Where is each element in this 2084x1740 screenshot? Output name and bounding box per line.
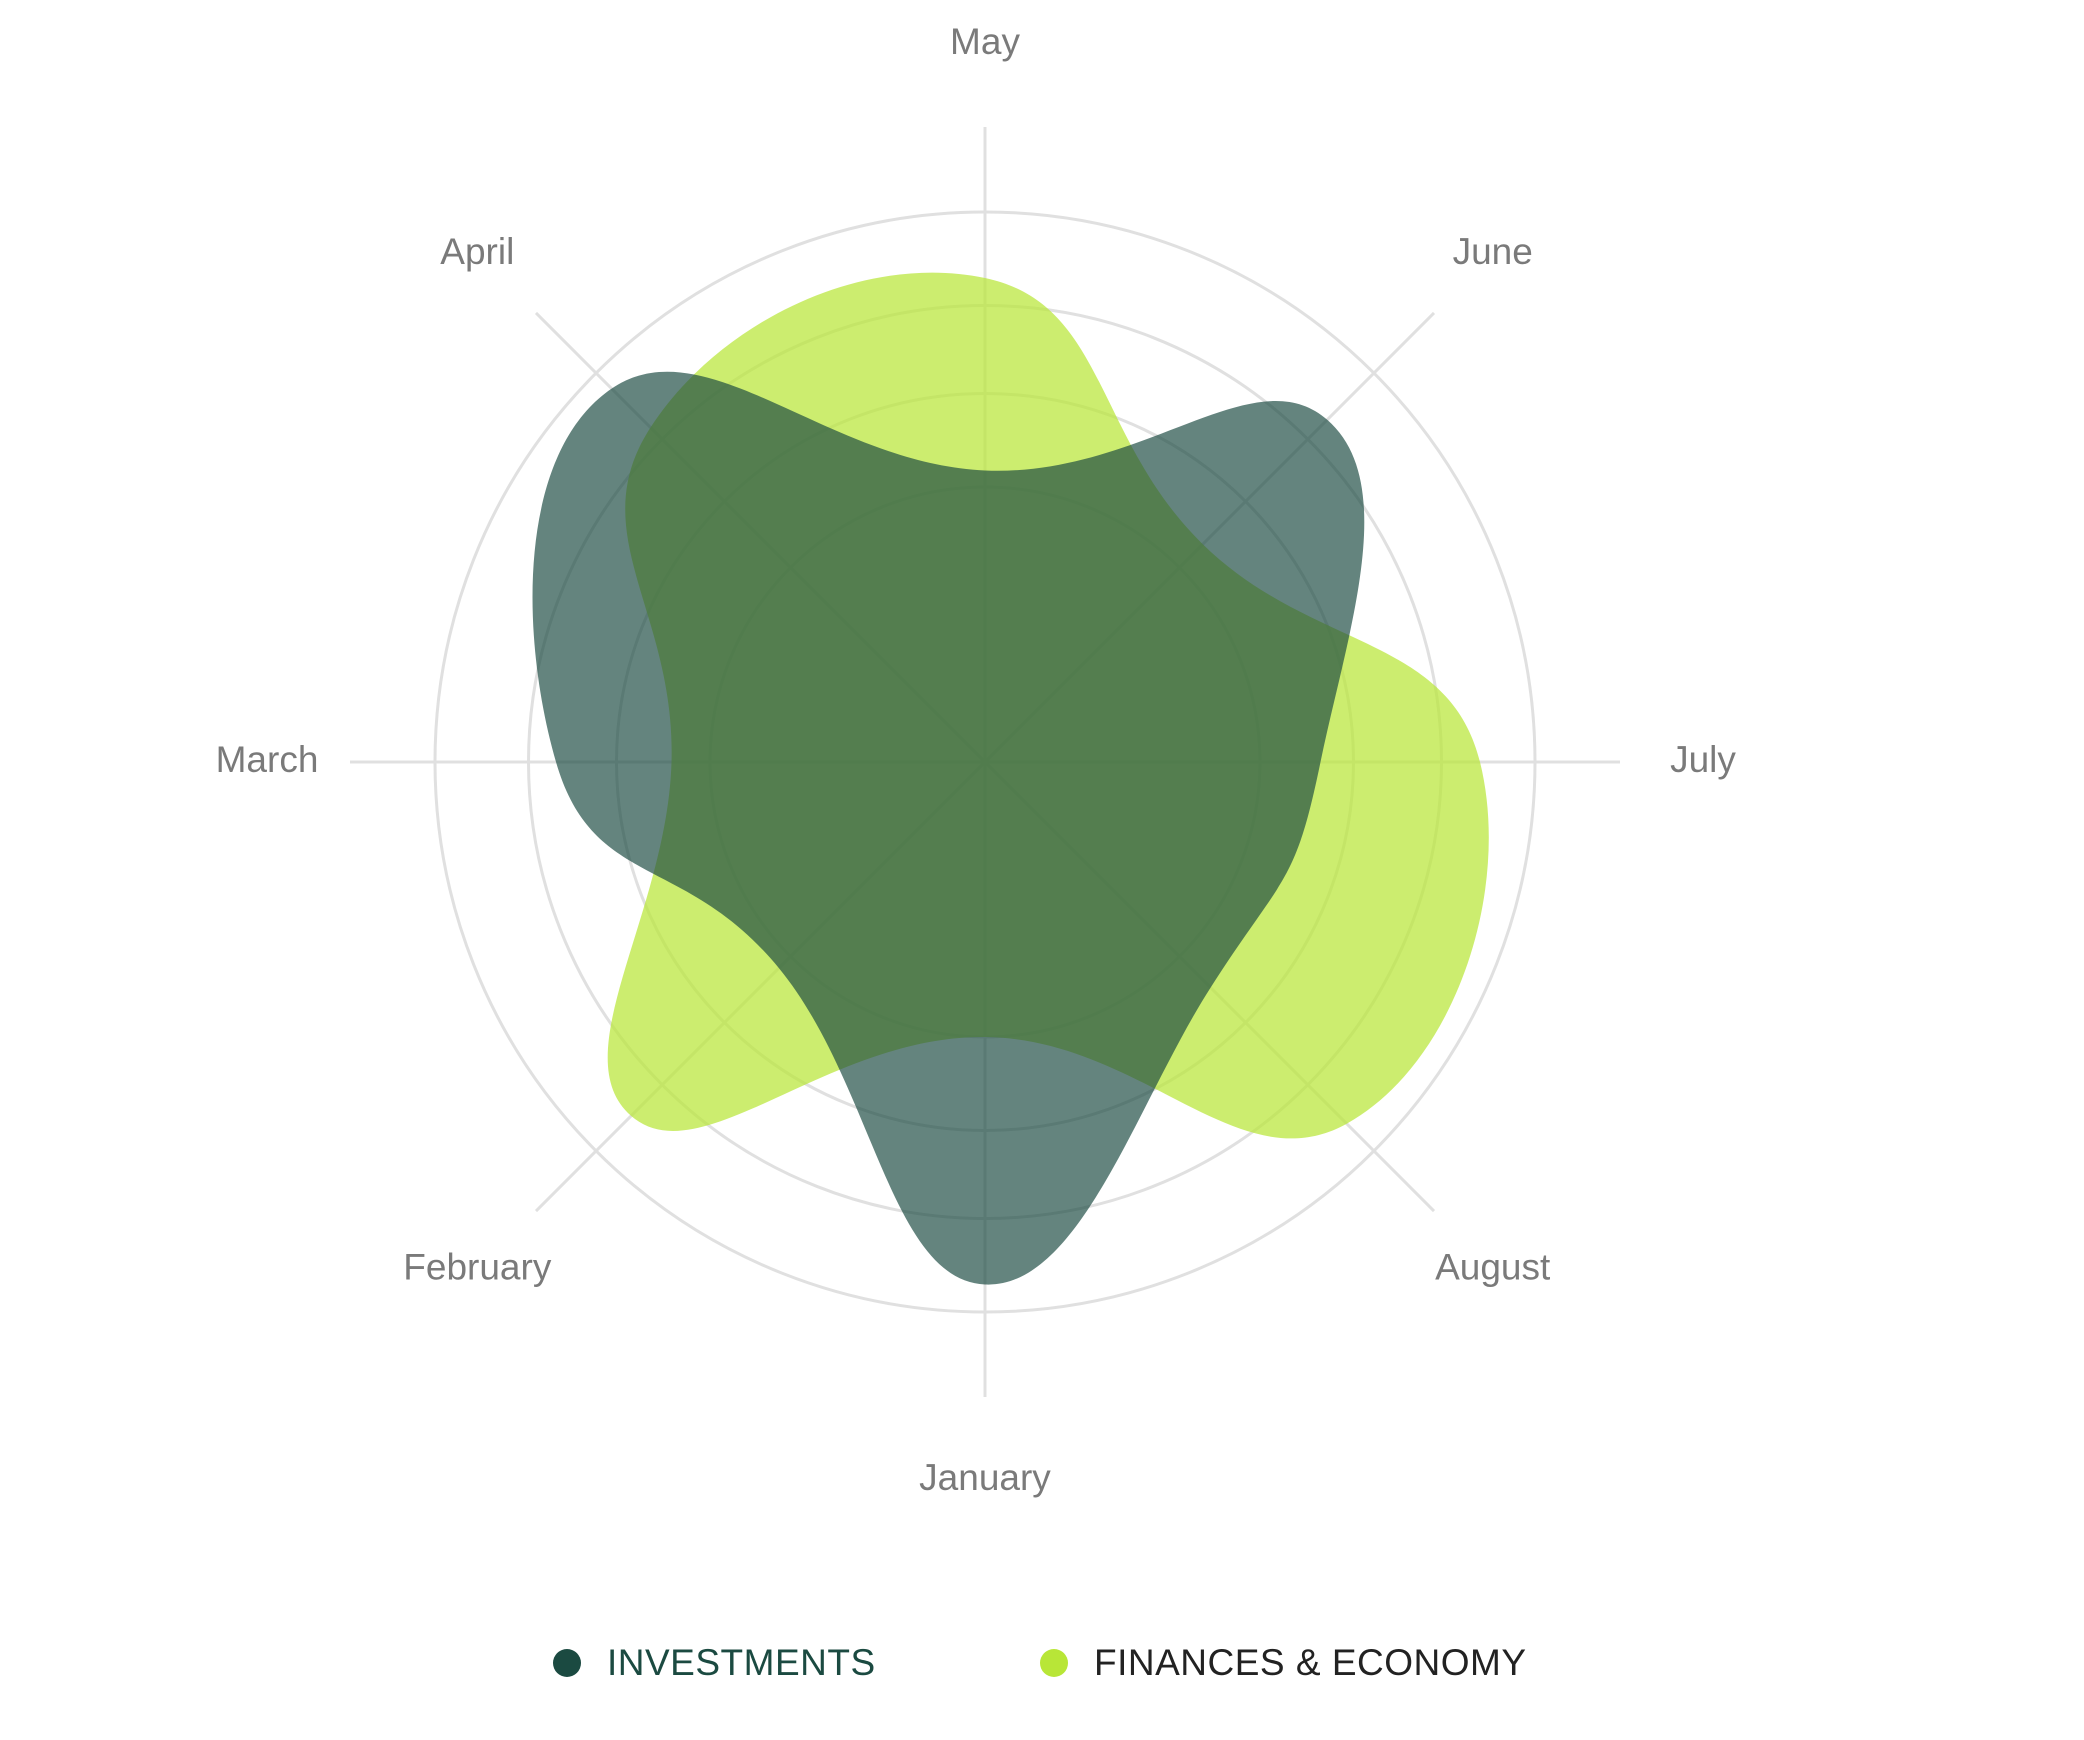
legend-label-investments: INVESTMENTS	[607, 1642, 876, 1683]
axis-label-may: May	[950, 21, 1020, 62]
chart-legend: INVESTMENTS FINANCES & ECONOMY	[0, 1628, 2084, 1698]
axis-label-february: February	[403, 1246, 552, 1287]
data-point-0-july[interactable]	[1315, 756, 1327, 768]
axis-label-january: January	[919, 1457, 1051, 1498]
data-point-1-august[interactable]	[1341, 1118, 1353, 1130]
legend-item-investments[interactable]: INVESTMENTS	[553, 1628, 876, 1698]
data-point-1-february[interactable]	[625, 1110, 637, 1122]
legend-label-finances-economy: FINANCES & ECONOMY	[1094, 1642, 1527, 1683]
data-point-1-july[interactable]	[1474, 756, 1486, 768]
axis-label-july: July	[1670, 739, 1736, 780]
data-point-1-may[interactable]	[979, 272, 991, 284]
data-point-0-august[interactable]	[1205, 982, 1217, 994]
data-point-0-june[interactable]	[1321, 414, 1333, 426]
legend-item-finances-economy[interactable]: FINANCES & ECONOMY	[1040, 1628, 1527, 1698]
axis-labels: January February March April May June July Augu…	[216, 21, 1737, 1498]
axis-label-august: August	[1435, 1246, 1551, 1287]
series-area-investments[interactable]	[532, 371, 1365, 1285]
legend-swatch-finances-economy	[1040, 1649, 1068, 1677]
axis-label-april: April	[440, 231, 514, 272]
data-point-0-march[interactable]	[550, 756, 562, 768]
radar-series	[532, 272, 1489, 1291]
data-point-0-january[interactable]	[979, 1279, 991, 1291]
legend-swatch-investments	[553, 1649, 581, 1677]
data-point-0-may[interactable]	[979, 465, 991, 477]
axis-label-june: June	[1453, 231, 1533, 272]
axis-label-march: March	[216, 739, 319, 780]
data-point-0-february[interactable]	[773, 962, 785, 974]
data-point-0-april[interactable]	[606, 383, 618, 395]
